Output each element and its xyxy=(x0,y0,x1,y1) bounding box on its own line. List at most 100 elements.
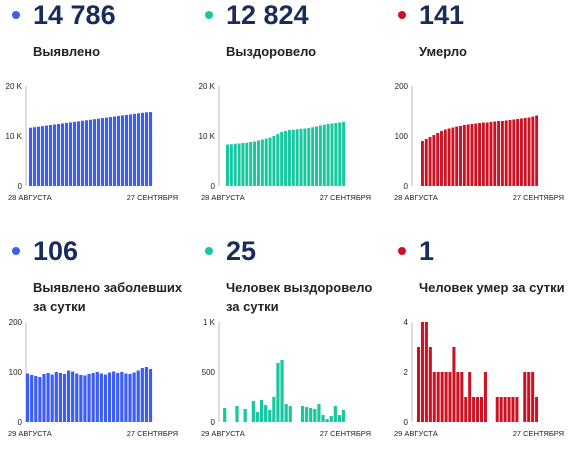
bar xyxy=(303,128,307,186)
bar xyxy=(61,123,65,186)
bar xyxy=(105,117,109,186)
bar xyxy=(253,141,257,186)
bar xyxy=(38,377,42,422)
bar xyxy=(313,409,317,422)
metric-label: Умерло xyxy=(419,44,467,59)
x-end-label: 27 СЕНТЯБРЯ xyxy=(320,429,371,438)
total-value: 141 xyxy=(419,0,465,30)
metric-label: Человек выздоровело за сутки xyxy=(226,280,373,314)
bar xyxy=(133,113,137,186)
bar xyxy=(93,119,97,186)
bar xyxy=(527,372,531,422)
bar xyxy=(464,397,468,422)
bar xyxy=(489,122,493,186)
bar xyxy=(33,127,37,186)
metric-label: Человек умер за сутки xyxy=(419,280,565,295)
panel-daily-recovered: 25 Человек выздоровело за сутки 0 500 1 K 2… xyxy=(193,236,386,469)
bar xyxy=(276,363,280,422)
panel-recovered: 12 824 Выздоровело 0 10 K 20 K 28 АВГУСТА 27… xyxy=(193,0,386,233)
bar xyxy=(280,360,284,422)
bar xyxy=(223,408,227,422)
bar-chart: 0 100 200 29 АВГУСТА 27 СЕНТЯБРЯ xyxy=(8,318,178,438)
y-tick-label: 10 K xyxy=(6,132,23,141)
x-start-label: 29 АВГУСТА xyxy=(394,429,438,438)
bar xyxy=(272,136,276,186)
bar xyxy=(468,372,472,422)
y-tick-label: 2 xyxy=(404,368,409,377)
bar xyxy=(255,412,260,422)
bar xyxy=(333,406,337,422)
bar xyxy=(317,404,321,422)
bar xyxy=(148,369,153,422)
bar xyxy=(268,410,272,422)
bar xyxy=(307,128,311,186)
bar xyxy=(251,401,255,422)
y-tick-label: 100 xyxy=(395,132,409,141)
bar xyxy=(99,373,103,422)
bar xyxy=(53,124,57,186)
bar xyxy=(129,114,133,187)
bar xyxy=(245,142,249,186)
bar-chart: 0 10 K 20 K 28 АВГУСТА 27 СЕНТЯБРЯ xyxy=(199,82,371,202)
bar xyxy=(89,119,93,186)
y-tick-label: 500 xyxy=(202,368,216,377)
bar xyxy=(337,415,342,422)
x-start-label: 28 АВГУСТА xyxy=(8,193,52,202)
bar xyxy=(229,144,233,186)
bar xyxy=(504,120,508,186)
bar xyxy=(280,132,284,186)
bar xyxy=(424,322,428,422)
bar xyxy=(459,126,462,186)
series-dot xyxy=(398,247,406,255)
x-start-label: 29 АВГУСТА xyxy=(201,429,245,438)
bar xyxy=(85,120,89,186)
bar xyxy=(276,134,280,186)
bar xyxy=(128,374,132,422)
y-tick-label: 0 xyxy=(404,182,409,191)
bar xyxy=(417,347,421,422)
y-tick-label: 20 K xyxy=(199,82,216,91)
bar xyxy=(508,120,512,186)
bar xyxy=(50,374,54,422)
bar xyxy=(45,125,49,186)
bar xyxy=(428,137,432,186)
bar xyxy=(66,370,71,422)
bar xyxy=(420,322,424,422)
bar xyxy=(470,124,474,186)
bar xyxy=(432,135,436,186)
bar xyxy=(428,347,432,422)
bar xyxy=(507,397,511,422)
bar xyxy=(71,371,75,422)
total-value: 12 824 xyxy=(226,0,309,30)
bar xyxy=(436,133,440,186)
bar xyxy=(26,373,30,422)
y-tick-label: 200 xyxy=(395,82,409,91)
bar xyxy=(260,139,264,186)
total-value: 106 xyxy=(33,236,79,266)
bar-chart: 0 100 200 28 АВГУСТА 27 СЕНТЯБРЯ xyxy=(394,82,564,202)
x-end-label: 27 СЕНТЯБРЯ xyxy=(513,193,564,202)
bar xyxy=(315,126,318,186)
bar xyxy=(235,406,239,422)
bar xyxy=(58,373,62,422)
bar xyxy=(305,407,309,422)
bar xyxy=(272,397,276,422)
panel-identified: 14 786 Выявлено 0 10 K 20 K 28 АВГУСТА 27 СЕ… xyxy=(0,0,193,233)
series-dot xyxy=(12,247,20,255)
y-tick-label: 0 xyxy=(211,418,216,427)
bar xyxy=(144,367,149,422)
bar xyxy=(113,116,117,186)
bar xyxy=(42,374,46,422)
bar xyxy=(535,115,539,186)
bar xyxy=(124,373,128,422)
bar xyxy=(334,123,338,186)
bar xyxy=(264,405,268,422)
bar xyxy=(478,123,482,186)
bar xyxy=(497,121,501,186)
bar xyxy=(443,129,447,186)
x-end-label: 27 СЕНТЯБРЯ xyxy=(127,193,178,202)
bar xyxy=(29,127,33,186)
bar xyxy=(121,115,125,186)
y-tick-label: 10 K xyxy=(199,132,216,141)
bar xyxy=(325,419,329,422)
